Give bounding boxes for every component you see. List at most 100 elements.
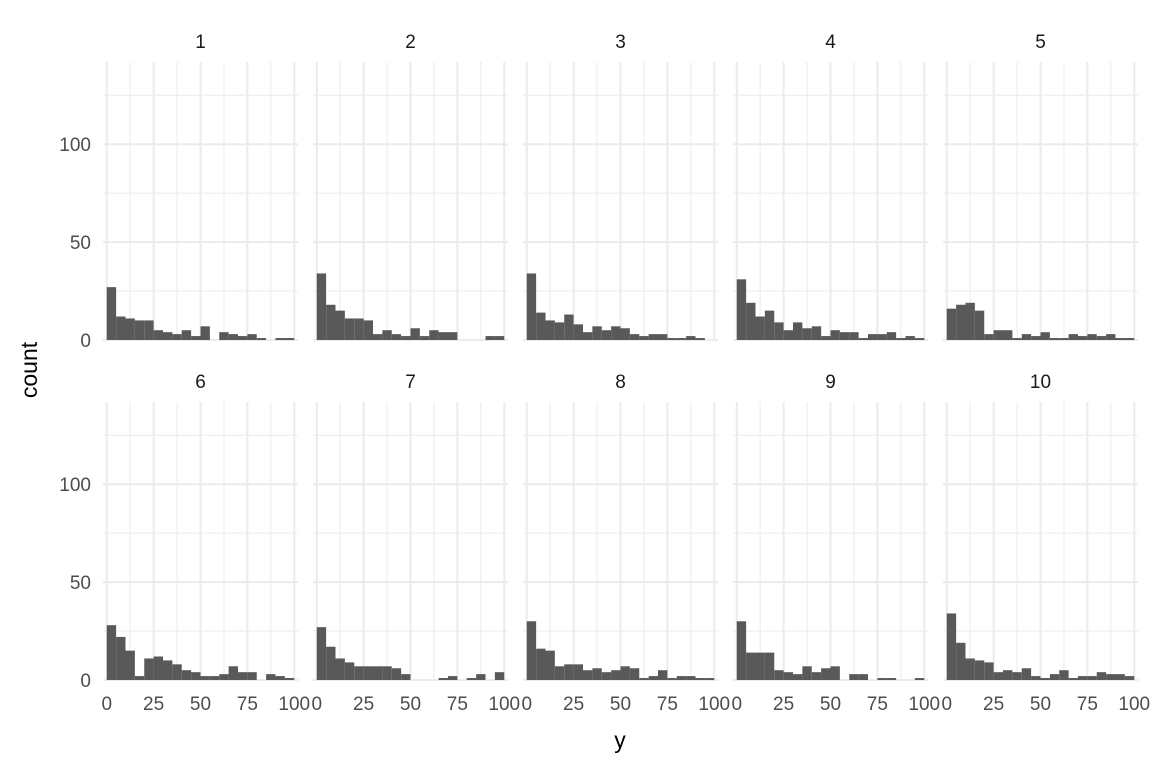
histogram-bar [793,322,803,340]
histogram-bar [448,332,458,340]
panel-4: 4 [733,32,928,341]
histogram-bar [181,670,192,680]
panel-6: 6 [103,372,298,681]
histogram-bar [373,666,383,680]
histogram-bar [134,676,145,680]
histogram-bar [736,279,747,340]
histogram-bar [755,652,765,680]
histogram-bar [219,674,229,680]
histogram-bar [736,621,747,680]
histogram-bar [676,676,687,680]
histogram-bar [1012,672,1022,680]
histogram-bar [1124,676,1135,680]
y-tick-label: 0 [80,671,91,692]
histogram-bar [774,322,784,340]
y-tick-label: 50 [70,233,91,254]
histogram-bar [1087,334,1097,340]
histogram-bar [373,334,383,340]
x-tick-label: 75 [447,694,468,715]
histogram-bar [1124,338,1135,340]
histogram-bar [181,330,192,340]
histogram-bar [839,332,850,340]
x-tick-label: 50 [1030,694,1051,715]
histogram-bar [125,650,135,680]
histogram-bar [686,676,696,680]
x-tick-label: 50 [610,694,631,715]
x-tick-label: 100 [698,694,730,715]
histogram-bar [494,336,505,340]
panel-2: 2 [313,32,508,341]
y-axis-title: count [16,341,42,398]
histogram-bar [1115,338,1125,340]
panel-10: 10 [943,372,1138,681]
histogram-bar [764,310,775,340]
histogram-bar [896,338,906,340]
histogram-bar [191,336,201,340]
histogram-bar [1096,672,1107,680]
x-tick-label: 50 [400,694,421,715]
histogram-bar [611,326,621,340]
panel-9: 9 [733,372,928,681]
histogram-bar [438,678,448,680]
histogram-bar [676,338,687,340]
histogram-bar [1078,676,1088,680]
x-tick-label: 100 [908,694,940,715]
histogram-bar [1106,674,1116,680]
histogram-bar [592,326,602,340]
histogram-bar [191,672,201,680]
histogram-bar [620,328,630,340]
x-tick-label: 25 [563,694,584,715]
facet-label: 3 [615,32,626,53]
histogram-bar [116,636,126,680]
histogram-bar [1049,674,1060,680]
histogram-bar [382,666,392,680]
histogram-bar [448,676,458,680]
histogram-bar [284,338,295,340]
histogram-bar [275,338,285,340]
histogram-bar [648,334,658,340]
histogram-bar [536,648,546,680]
histogram-bar [886,678,897,680]
facet-label: 4 [825,32,836,53]
histogram-bar [686,336,696,340]
histogram-bar [545,650,555,680]
x-tick-label: 25 [143,694,164,715]
histogram-bar [821,668,831,680]
x-tick-label: 50 [190,694,211,715]
histogram-bar [438,332,448,340]
facet-label: 6 [195,372,206,393]
y-tick-label: 100 [59,135,91,156]
histogram-bar [849,332,859,340]
x-tick-label: 0 [101,694,112,715]
x-tick-label: 100 [1118,694,1150,715]
histogram-bar [830,666,840,680]
facet-label: 10 [1030,372,1051,393]
histogram-bar [811,672,822,680]
histogram-bar [401,336,411,340]
histogram-bar [984,334,994,340]
histogram-bar [1059,338,1069,340]
histogram-bar [401,674,411,680]
histogram-bar [335,658,345,680]
histogram-bar [858,674,868,680]
histogram-bar [326,304,336,340]
x-tick-label: 0 [941,694,952,715]
histogram-bar [316,627,327,680]
histogram-bar [783,672,793,680]
histogram-bar [125,318,135,340]
histogram-bar [1021,668,1032,680]
x-tick-label: 25 [983,694,1004,715]
x-tick-label: 100 [488,694,520,715]
histogram-bar [583,332,593,340]
histogram-bar [163,332,173,340]
histogram-bar [363,320,373,340]
histogram-bar [965,658,975,680]
histogram-bar [106,287,117,340]
histogram-bar [316,273,327,340]
histogram-bar [974,660,985,680]
y-tick-label: 100 [59,475,91,496]
histogram-bar [695,338,705,340]
histogram-bar [695,678,705,680]
histogram-bar [247,672,257,680]
histogram-bar [993,672,1003,680]
